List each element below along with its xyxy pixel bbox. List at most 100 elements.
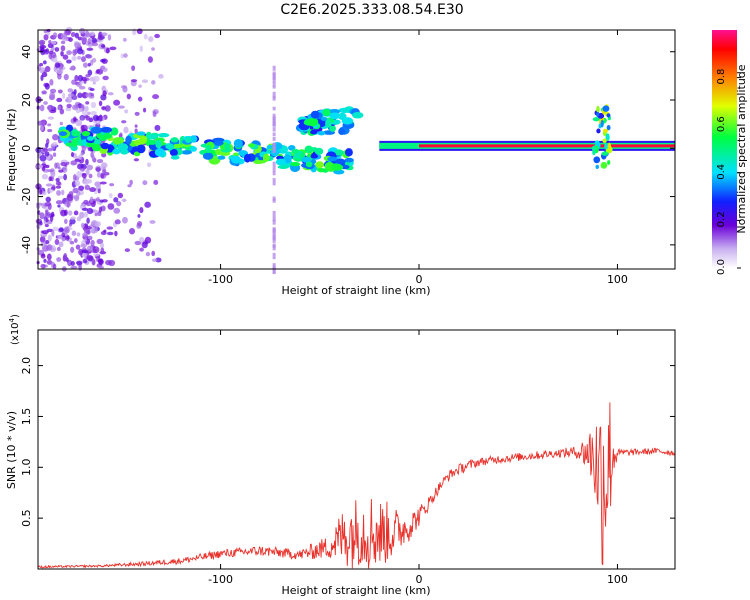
heat-cell bbox=[58, 66, 64, 71]
heat-cell bbox=[74, 180, 81, 187]
heat-cell bbox=[67, 88, 74, 93]
heat-cell bbox=[63, 252, 68, 260]
heat-cell bbox=[52, 152, 57, 157]
heat-cell bbox=[272, 76, 276, 80]
heat-cell bbox=[66, 59, 72, 64]
heat-cell bbox=[52, 141, 58, 147]
heat-cell bbox=[54, 238, 60, 246]
heat-cell bbox=[90, 239, 95, 247]
heat-cell bbox=[130, 79, 138, 83]
heat-cell bbox=[322, 108, 331, 117]
heat-cell bbox=[86, 207, 94, 215]
heat-cell bbox=[604, 143, 609, 150]
heat-cell bbox=[272, 85, 276, 89]
heat-cell bbox=[341, 117, 354, 125]
heat-cell bbox=[99, 181, 107, 185]
heat-cell bbox=[144, 201, 151, 208]
heat-cell bbox=[66, 194, 74, 202]
heat-cell bbox=[60, 50, 64, 57]
heat-cell bbox=[71, 138, 78, 148]
heat-cell bbox=[189, 135, 198, 143]
heat-cell bbox=[92, 75, 100, 82]
heat-cell bbox=[74, 74, 79, 82]
heat-cell bbox=[72, 195, 80, 200]
heat-cell bbox=[102, 67, 108, 73]
heat-cell bbox=[96, 171, 101, 178]
heat-cell bbox=[48, 176, 52, 182]
heat-feature-upper-branch bbox=[295, 106, 364, 136]
heat-cell bbox=[74, 238, 78, 243]
colorbar-tick-label: 0.4 bbox=[716, 164, 727, 180]
heat-cell bbox=[100, 247, 105, 253]
heat-cell bbox=[39, 104, 45, 112]
colorbar-tick-label: 0.6 bbox=[716, 116, 727, 132]
heat-cell bbox=[66, 50, 73, 55]
heat-cell bbox=[70, 216, 76, 220]
heat-cell bbox=[315, 161, 325, 169]
heat-cell bbox=[272, 219, 276, 225]
heat-cell bbox=[224, 143, 231, 151]
heat-cell bbox=[133, 158, 140, 162]
heat-cell bbox=[44, 223, 49, 228]
heat-cell bbox=[100, 162, 108, 169]
heat-cell bbox=[338, 127, 346, 136]
heat-cell bbox=[58, 241, 64, 248]
heat-cell bbox=[87, 111, 91, 115]
heat-cell bbox=[104, 105, 111, 112]
heat-cell bbox=[57, 235, 63, 240]
heat-cell bbox=[113, 99, 121, 106]
heat-cell bbox=[602, 128, 608, 133]
heat-cell bbox=[71, 230, 77, 236]
heat-cell bbox=[139, 236, 145, 243]
heat-cell bbox=[158, 74, 164, 79]
heat-cell bbox=[139, 45, 143, 52]
heat-cell bbox=[65, 96, 73, 103]
heat-cell bbox=[81, 110, 88, 116]
heat-cell bbox=[143, 33, 148, 40]
heat-cell bbox=[272, 65, 276, 71]
heat-cell bbox=[272, 81, 276, 87]
heat-cell bbox=[61, 237, 66, 242]
heat-cell bbox=[76, 216, 82, 222]
heat-cell bbox=[277, 164, 290, 170]
heat-cell bbox=[215, 148, 222, 156]
heat-cell bbox=[82, 258, 88, 264]
x-tick-label: -100 bbox=[208, 573, 233, 586]
heat-cell bbox=[272, 210, 276, 218]
y-tick-label: 20 bbox=[20, 93, 33, 107]
heat-cell bbox=[117, 192, 124, 199]
heat-cell bbox=[118, 105, 125, 109]
heat-cell bbox=[100, 58, 106, 63]
heat-cell bbox=[83, 211, 88, 218]
heat-cell bbox=[36, 164, 44, 169]
heat-cell bbox=[106, 231, 114, 236]
heat-cell bbox=[117, 143, 129, 152]
heat-cell bbox=[596, 105, 600, 113]
heat-cell bbox=[94, 212, 98, 217]
heat-cell bbox=[110, 127, 119, 136]
heat-cell bbox=[99, 242, 105, 249]
heat-cell bbox=[49, 109, 57, 114]
heat-cell bbox=[141, 241, 148, 249]
heat-cell bbox=[58, 131, 68, 137]
heat-cell bbox=[74, 32, 80, 39]
heat-cell bbox=[93, 139, 102, 145]
heat-cell bbox=[136, 131, 146, 136]
heat-cell bbox=[97, 221, 102, 227]
heat-cell bbox=[253, 160, 265, 165]
heat-cell bbox=[78, 185, 85, 191]
heat-cell bbox=[97, 33, 103, 41]
heat-cell bbox=[112, 148, 121, 155]
heat-cell bbox=[52, 263, 57, 270]
heat-cell bbox=[63, 218, 68, 225]
heat-cell bbox=[71, 104, 79, 111]
heat-cell bbox=[181, 150, 193, 155]
heat-cell bbox=[170, 155, 180, 160]
heat-cell bbox=[61, 37, 69, 42]
heat-cell bbox=[272, 171, 276, 176]
heat-cell bbox=[49, 92, 56, 100]
heat-cell bbox=[101, 44, 106, 48]
heat-cell bbox=[155, 257, 162, 263]
heat-cell bbox=[107, 92, 114, 96]
heat-cell bbox=[147, 139, 157, 145]
